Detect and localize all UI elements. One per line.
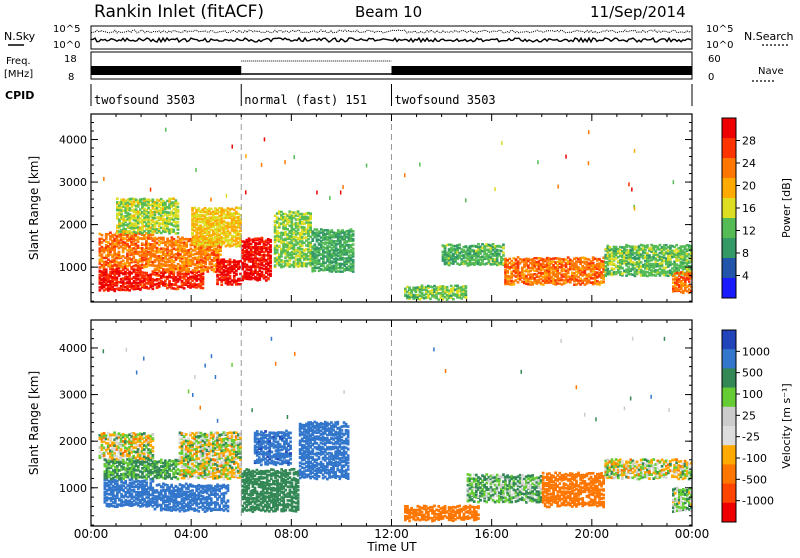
velocity-colorbar-swatch xyxy=(722,503,736,523)
velocity-colorbar: 1000 500 100 25 -25 -100 -500 -1000 Velocity [m … xyxy=(722,330,793,523)
freq-unit: [MHz] xyxy=(4,69,33,80)
x-tick-label: 20:00 xyxy=(575,527,610,541)
power-panel: 1000 2000 3000 4000 Slant Range [km] xyxy=(27,114,693,302)
velocity-y-tick-label: 1000 xyxy=(59,482,87,495)
power-echo-region xyxy=(241,237,272,282)
cpid-mode-label: twofsound 3503 xyxy=(395,93,496,107)
nsky-trace xyxy=(91,38,691,42)
nave-label: Nave xyxy=(758,66,784,77)
cpid-mode-label: normal (fast) 151 xyxy=(244,93,367,107)
plot-title: Rankin Inlet (fitACF) xyxy=(94,2,264,22)
power-y-axis-label: Slant Range [km] xyxy=(27,156,41,260)
cpid-label: CPID xyxy=(5,89,34,102)
velocity-panel: 1000 2000 3000 4000 Slant Range [km] xyxy=(27,320,693,526)
nsky-tick-bottom: 10^0 xyxy=(53,40,80,51)
velocity-y-axis-label: Slant Range [km] xyxy=(27,371,41,475)
velocity-colorbar-tick: 500 xyxy=(742,367,763,380)
power-colorbar-swatch xyxy=(722,238,736,259)
power-y-tick-label: 4000 xyxy=(59,134,87,147)
power-echo-region xyxy=(504,256,605,286)
velocity-colorbar-swatch xyxy=(722,407,736,427)
x-tick-label: 04:00 xyxy=(174,527,209,541)
power-colorbar-tick: 16 xyxy=(742,202,756,215)
power-echo-region xyxy=(672,271,693,294)
power-colorbar-tick: 28 xyxy=(742,135,756,148)
date-label: 11/Sep/2014 xyxy=(590,3,686,21)
freq-trace xyxy=(392,66,693,75)
velocity-echo-region xyxy=(104,478,155,508)
cpid-mode-label: twofsound 3503 xyxy=(94,93,195,107)
beam-label: Beam 10 xyxy=(355,3,422,21)
power-colorbar-swatch xyxy=(722,278,736,299)
power-colorbar-tick: 4 xyxy=(742,270,749,283)
velocity-y-tick-label: 2000 xyxy=(59,435,87,448)
velocity-colorbar-tick: 1000 xyxy=(742,345,770,358)
cpid-row: CPID twofsound 3503 normal (fast) 151 twof… xyxy=(5,84,692,107)
nave-tick-bottom: 0 xyxy=(708,72,714,83)
velocity-echo-region xyxy=(241,468,299,513)
power-colorbar-swatch xyxy=(722,158,736,179)
power-echo-region xyxy=(99,267,142,292)
velocity-colorbar-swatch xyxy=(722,445,736,465)
power-colorbar-swatch xyxy=(722,218,736,239)
velocity-colorbar-swatch xyxy=(722,349,736,369)
power-colorbar-tick: 24 xyxy=(742,157,756,170)
power-y-tick-label: 2000 xyxy=(59,219,87,232)
velocity-y-tick-label: 3000 xyxy=(59,389,87,402)
velocity-y-tick-label: 4000 xyxy=(59,342,87,355)
power-colorbar-swatch xyxy=(722,118,736,139)
power-colorbar-swatch xyxy=(722,258,736,279)
power-colorbar-swatch xyxy=(722,138,736,159)
noise-panel: N.Sky 10^5 10^0 N.Search 10^5 10^0 xyxy=(4,24,794,51)
nsky-tick-top: 10^5 xyxy=(53,24,80,35)
nsearch-tick-bottom: 10^0 xyxy=(706,40,733,51)
velocity-colorbar-tick: 100 xyxy=(742,388,763,401)
freq-trace xyxy=(91,66,241,75)
power-y-tick-label: 3000 xyxy=(59,176,87,189)
velocity-colorbar-swatch xyxy=(722,330,736,350)
power-colorbar-tick: 8 xyxy=(742,247,749,260)
freq-tick-bottom: 8 xyxy=(68,72,74,83)
power-y-tick-label: 1000 xyxy=(59,261,87,274)
nsearch-trace xyxy=(91,30,691,33)
power-colorbar-swatch xyxy=(722,198,736,219)
x-axis-label: Time UT xyxy=(366,540,417,554)
velocity-colorbar-label: Velocity [m s⁻¹] xyxy=(780,383,793,468)
power-echo-region xyxy=(99,232,155,270)
x-tick-label: 00:00 xyxy=(74,527,109,541)
nsearch-tick-top: 10^5 xyxy=(706,24,733,35)
power-colorbar-tick: 20 xyxy=(742,180,756,193)
velocity-colorbar-swatch xyxy=(722,426,736,446)
x-tick-label: 16:00 xyxy=(474,527,509,541)
nsearch-label: N.Search xyxy=(744,30,794,43)
velocity-colorbar-swatch xyxy=(722,368,736,388)
power-colorbar-tick: 12 xyxy=(742,225,756,238)
power-colorbar-label: Power [dB] xyxy=(780,178,793,238)
freq-tick-top: 18 xyxy=(64,54,77,65)
nave-tick-top: 60 xyxy=(708,54,721,65)
x-tick-labels: 00:00 04:00 08:00 12:00 16:00 20:00 00:00 xyxy=(74,527,710,541)
nsky-label: N.Sky xyxy=(4,30,36,43)
x-tick-label: 08:00 xyxy=(274,527,309,541)
velocity-colorbar-swatch xyxy=(722,484,736,504)
velocity-colorbar-tick: 25 xyxy=(742,409,756,422)
x-tick-label: 12:00 xyxy=(374,527,409,541)
freq-label: Freq. xyxy=(6,56,31,67)
velocity-colorbar-tick: -1000 xyxy=(742,495,774,508)
velocity-colorbar-swatch xyxy=(722,464,736,484)
freq-panel: Freq. [MHz] 18 8 Nave 60 0 xyxy=(4,52,784,83)
power-colorbar: 28 24 20 16 12 8 4 Power [dB] xyxy=(722,118,793,299)
power-colorbar-swatch xyxy=(722,178,736,199)
velocity-colorbar-tick: -25 xyxy=(742,431,760,444)
velocity-colorbar-swatch xyxy=(722,388,736,408)
x-tick-label: 00:00 xyxy=(675,527,710,541)
velocity-colorbar-tick: -100 xyxy=(742,452,767,465)
velocity-colorbar-tick: -500 xyxy=(742,473,767,486)
